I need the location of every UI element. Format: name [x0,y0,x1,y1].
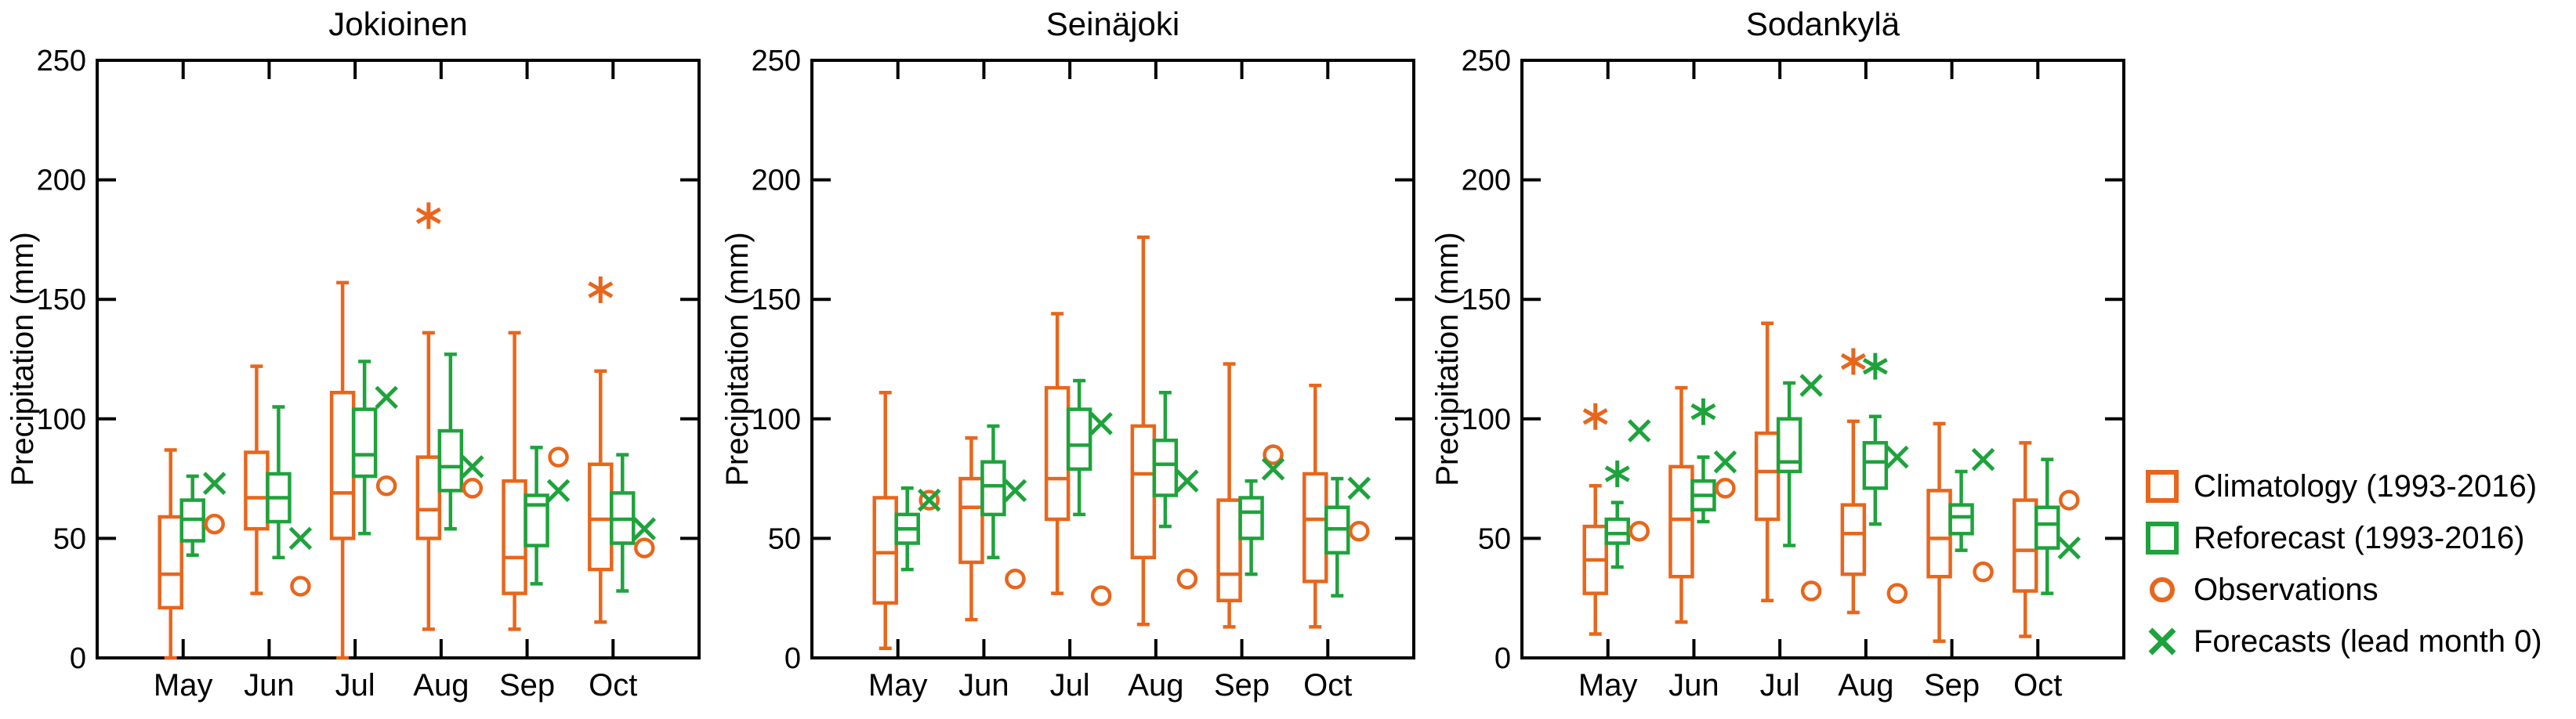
climatology-box-icon [2143,469,2181,504]
svg-text:Precipitation (mm): Precipitation (mm) [720,232,755,486]
svg-text:Seinäjoki: Seinäjoki [1046,5,1179,42]
svg-text:Jul: Jul [1050,668,1090,703]
svg-text:250: 250 [37,45,86,78]
legend-label: Climatology (1993-2016) [2194,469,2538,504]
reforecast-box-icon [2143,521,2181,555]
svg-text:50: 50 [768,522,801,555]
svg-text:150: 150 [752,284,801,316]
legend-item-reforecast: Reforecast (1993-2016) [2143,512,2542,564]
svg-text:150: 150 [1462,284,1511,316]
legend-item-observations: Observations [2143,564,2542,616]
svg-text:Aug: Aug [1838,668,1893,703]
svg-text:Oct: Oct [2013,668,2062,703]
svg-text:50: 50 [1478,522,1511,555]
svg-text:150: 150 [37,284,86,316]
svg-text:Oct: Oct [1303,668,1352,703]
svg-text:Sep: Sep [1924,668,1980,703]
svg-text:Jul: Jul [1760,668,1800,703]
svg-text:Precipitation (mm): Precipitation (mm) [1430,232,1465,486]
svg-text:May: May [154,668,213,703]
observations-circle-icon [2143,573,2181,607]
svg-text:0: 0 [1495,642,1511,675]
svg-text:Jun: Jun [244,668,295,703]
svg-text:50: 50 [53,522,86,555]
svg-text:250: 250 [752,45,801,78]
svg-text:May: May [1578,668,1638,703]
svg-text:Aug: Aug [413,668,469,703]
legend-label: Observations [2194,573,2379,607]
legend-label: Reforecast (1993-2016) [2194,521,2525,555]
svg-text:200: 200 [752,164,801,197]
legend-item-climatology: Climatology (1993-2016) [2143,461,2542,512]
svg-text:May: May [868,668,928,703]
svg-text:Sep: Sep [499,668,555,703]
svg-text:200: 200 [1462,164,1511,197]
svg-text:0: 0 [784,642,801,675]
svg-text:Jul: Jul [335,668,375,703]
svg-text:200: 200 [37,164,86,197]
svg-text:Oct: Oct [589,668,637,703]
legend: Climatology (1993-2016) Reforecast (1993… [2143,461,2542,667]
svg-text:Precipitation (mm): Precipitation (mm) [5,232,40,486]
svg-text:100: 100 [37,403,86,436]
svg-text:Sep: Sep [1214,668,1270,703]
svg-text:Aug: Aug [1128,668,1183,703]
svg-text:100: 100 [752,403,801,436]
svg-text:100: 100 [1462,403,1511,436]
svg-text:0: 0 [70,642,86,675]
svg-text:250: 250 [1462,45,1511,78]
svg-text:Jun: Jun [958,668,1009,703]
legend-label: Forecasts (lead month 0) [2194,624,2542,659]
svg-text:Jokioinen: Jokioinen [328,5,467,42]
legend-item-forecasts: Forecasts (lead month 0) [2143,616,2542,667]
forecasts-x-icon [2143,624,2181,659]
svg-text:Sodankylä: Sodankylä [1746,5,1900,42]
svg-text:Jun: Jun [1668,668,1719,703]
